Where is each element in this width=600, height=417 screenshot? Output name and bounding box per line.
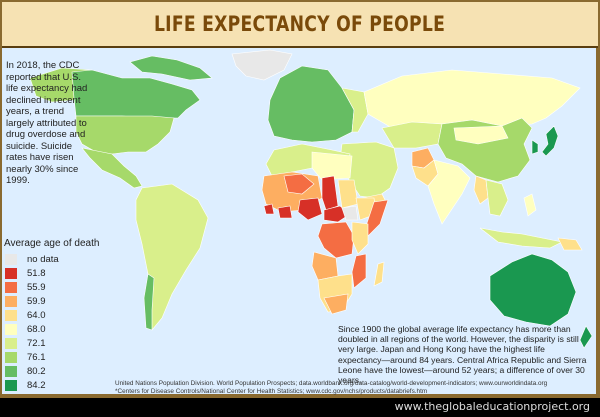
region-east-africa <box>351 221 369 255</box>
region-cote-divoire <box>277 205 293 219</box>
world-map <box>2 48 596 394</box>
legend-item: 55.9 <box>4 280 99 294</box>
legend: Average age of death no data 51.8 55.9 5… <box>4 238 99 392</box>
sources-line-1: United Nations Population Division. Worl… <box>115 380 548 387</box>
legend-item: 72.1 <box>4 336 99 350</box>
legend-swatch <box>5 351 17 363</box>
region-myanmar <box>473 175 489 205</box>
region-europe <box>267 65 355 143</box>
region-australia <box>489 253 577 327</box>
legend-item: 80.2 <box>4 364 99 378</box>
region-mali-niger <box>283 173 315 195</box>
region-mexico <box>81 147 143 189</box>
legend-item: 76.1 <box>4 350 99 364</box>
legend-swatch <box>5 253 17 265</box>
description-text: Since 1900 the global average life expec… <box>338 324 587 386</box>
region-somalia <box>365 199 389 237</box>
legend-swatch <box>5 267 17 279</box>
region-south-africa <box>323 293 349 315</box>
region-mongolia <box>453 125 509 145</box>
region-korea <box>531 139 539 155</box>
legend-item: 84.2 <box>4 378 99 392</box>
region-philippines <box>523 193 537 217</box>
region-indonesia <box>479 227 563 249</box>
region-sudan <box>337 179 359 209</box>
title-bar: LIFE EXPECTANCY OF PEOPLE <box>2 2 598 48</box>
region-new-zealand <box>579 325 593 349</box>
region-chile <box>143 273 155 331</box>
legend-item: 59.9 <box>4 294 99 308</box>
page-title: LIFE EXPECTANCY OF PEOPLE <box>154 12 446 36</box>
region-india <box>427 159 471 225</box>
legend-item: 51.8 <box>4 266 99 280</box>
region-russia <box>363 69 581 129</box>
sources: United Nations Population Division. Worl… <box>115 380 547 395</box>
region-canada-islands <box>129 55 213 81</box>
map-svg <box>29 49 593 349</box>
region-central-asia <box>381 121 443 149</box>
region-japan <box>541 125 559 157</box>
region-greenland <box>231 49 293 81</box>
region-sierra-leone <box>263 203 275 215</box>
legend-swatch <box>5 337 17 349</box>
region-mozambique <box>351 253 367 289</box>
legend-swatch <box>5 379 17 391</box>
legend-item: 64.0 <box>4 308 99 322</box>
legend-swatch <box>5 295 17 307</box>
region-drc <box>317 221 355 259</box>
region-nigeria <box>297 197 323 221</box>
sources-line-2: *Centers for Disease Controls/National C… <box>115 387 428 395</box>
region-usa <box>75 115 175 155</box>
region-south-america <box>135 183 209 331</box>
website-link[interactable]: www.theglobaleducationproject.org <box>394 400 590 413</box>
legend-item: no data <box>4 252 99 266</box>
us-note: In 2018, the CDC reported that U.S. life… <box>6 60 88 186</box>
legend-title: Average age of death <box>4 238 100 249</box>
legend-swatch <box>5 281 17 293</box>
region-madagascar <box>373 261 385 287</box>
region-south-sudan <box>341 205 359 221</box>
region-southeast-asia <box>485 179 509 217</box>
legend-swatch <box>5 365 17 377</box>
legend-item: 68.0 <box>4 322 99 336</box>
legend-swatch <box>5 309 17 321</box>
legend-swatch <box>5 323 17 335</box>
region-chad <box>321 175 339 211</box>
region-png <box>557 237 583 251</box>
region-libya-egypt <box>311 151 353 181</box>
